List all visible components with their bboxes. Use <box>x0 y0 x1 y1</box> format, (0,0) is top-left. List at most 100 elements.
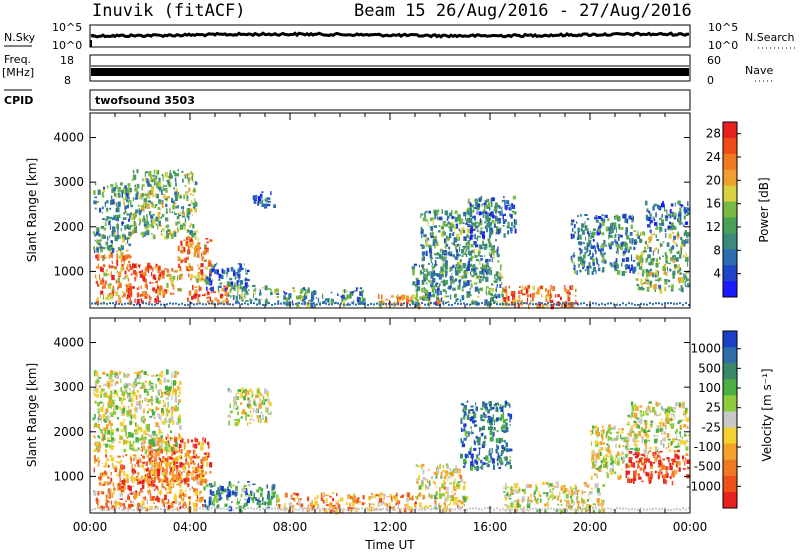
data-pixel <box>438 275 442 280</box>
data-pixel <box>190 171 193 175</box>
data-pixel <box>121 303 123 306</box>
data-pixel <box>136 461 139 464</box>
data-pixel <box>497 402 499 407</box>
data-pixel <box>373 494 377 499</box>
data-pixel <box>587 254 590 257</box>
data-pixel <box>456 233 459 239</box>
data-pixel <box>362 297 366 302</box>
data-pixel <box>146 455 150 458</box>
data-pixel <box>179 489 183 495</box>
data-pixel <box>160 441 163 448</box>
data-pixel <box>105 443 109 448</box>
data-pixel <box>474 198 478 203</box>
data-pixel <box>135 437 139 443</box>
data-pixel <box>489 231 493 236</box>
data-pixel <box>107 236 109 241</box>
data-pixel <box>221 288 225 292</box>
data-pixel <box>490 456 493 461</box>
data-pixel <box>244 282 248 288</box>
data-pixel <box>204 244 207 250</box>
data-pixel <box>261 199 264 204</box>
data-pixel <box>655 247 657 250</box>
data-pixel <box>192 502 196 507</box>
data-pixel <box>423 289 427 294</box>
data-pixel <box>655 226 659 230</box>
data-pixel <box>156 283 159 287</box>
data-pixel <box>178 455 183 460</box>
data-pixel <box>622 244 626 247</box>
data-pixel <box>644 240 647 245</box>
data-pixel <box>411 300 414 304</box>
data-pixel <box>352 497 355 503</box>
data-pixel <box>680 236 683 240</box>
data-pixel <box>450 281 452 285</box>
data-pixel <box>121 422 124 426</box>
data-pixel <box>470 244 474 248</box>
data-pixel <box>323 492 325 496</box>
data-pixel <box>568 292 571 296</box>
data-pixel <box>204 479 207 484</box>
data-pixel <box>115 405 118 410</box>
data-pixel <box>621 262 623 267</box>
data-pixel <box>664 286 667 292</box>
data-pixel <box>459 246 461 252</box>
data-pixel <box>426 486 430 489</box>
data-pixel <box>472 234 474 237</box>
data-pixel <box>237 501 240 504</box>
data-pixel <box>129 420 132 425</box>
data-pixel <box>148 439 152 445</box>
data-pixel <box>189 242 193 248</box>
data-pixel <box>428 494 431 498</box>
data-pixel <box>104 411 107 415</box>
nave-band <box>91 68 689 76</box>
data-pixel <box>129 445 132 450</box>
data-pixel <box>108 283 112 286</box>
data-pixel <box>154 488 156 492</box>
data-pixel <box>194 252 196 255</box>
data-pixel <box>187 208 190 213</box>
data-pixel <box>129 263 131 268</box>
data-pixel <box>661 303 663 306</box>
data-pixel <box>236 280 239 285</box>
data-pixel <box>161 467 164 472</box>
data-pixel <box>490 296 495 302</box>
data-pixel <box>421 256 424 258</box>
data-pixel <box>452 231 455 236</box>
data-pixel <box>486 286 489 289</box>
data-pixel <box>421 244 425 249</box>
data-pixel <box>97 253 100 258</box>
data-pixel <box>178 414 181 419</box>
data-pixel <box>237 413 239 415</box>
data-pixel <box>641 283 644 285</box>
data-pixel <box>97 490 100 496</box>
data-pixel <box>110 412 114 418</box>
data-pixel <box>129 291 132 294</box>
data-pixel <box>245 278 248 281</box>
data-pixel <box>431 265 434 267</box>
data-pixel <box>247 397 249 400</box>
data-pixel <box>495 239 497 242</box>
data-pixel <box>156 434 158 438</box>
data-pixel <box>124 225 126 231</box>
data-pixel <box>685 273 687 276</box>
data-pixel <box>577 231 579 236</box>
data-pixel <box>139 219 141 224</box>
data-pixel <box>201 468 204 471</box>
data-pixel <box>304 289 307 295</box>
data-pixel <box>132 386 136 389</box>
data-pixel <box>498 458 502 464</box>
data-pixel <box>433 278 435 282</box>
data-pixel <box>444 264 448 270</box>
data-pixel <box>639 238 642 243</box>
data-pixel <box>155 451 157 455</box>
data-pixel <box>109 302 111 305</box>
data-pixel <box>584 221 586 225</box>
data-pixel <box>433 225 437 228</box>
freq-unit-label: [MHz] <box>2 66 34 79</box>
data-pixel <box>227 414 231 418</box>
data-pixel <box>237 274 239 276</box>
data-pixel <box>224 287 228 291</box>
data-pixel <box>244 302 246 305</box>
data-pixel <box>670 257 673 262</box>
